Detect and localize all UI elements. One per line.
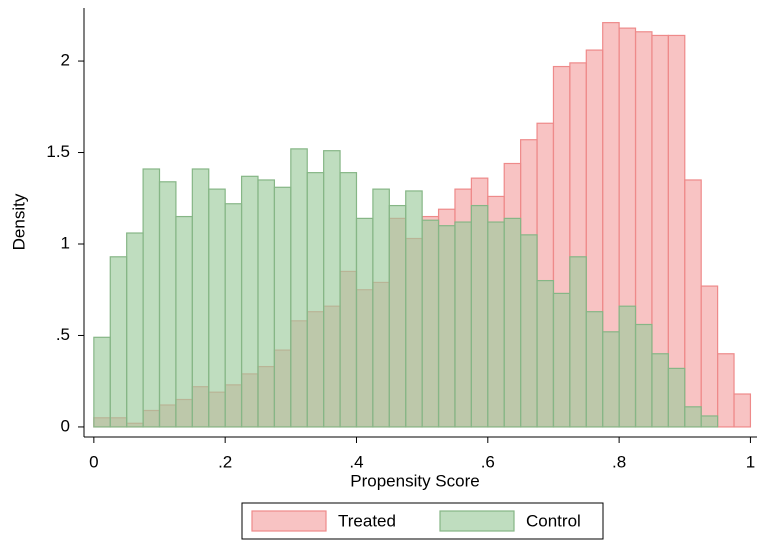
x-tick-label: 1 (746, 452, 755, 471)
bar (733, 393, 752, 428)
bar (536, 279, 555, 428)
bar (470, 204, 489, 428)
bar (372, 188, 390, 428)
x-tick-label: 0 (89, 452, 98, 471)
bar (634, 323, 653, 428)
bar (405, 190, 423, 428)
bar (126, 232, 144, 428)
bar (191, 168, 210, 428)
x-tick-label: .8 (612, 452, 626, 471)
bar (175, 215, 193, 428)
legend-label: Treated (338, 511, 396, 530)
bar (552, 292, 571, 428)
bar (454, 221, 472, 428)
bar (618, 305, 637, 428)
y-axis-label: Density (9, 193, 28, 250)
bar (717, 353, 735, 428)
x-tick-label: .6 (481, 452, 495, 471)
bar (569, 256, 587, 428)
bar (290, 148, 308, 428)
bar (306, 172, 325, 428)
y-tick-label: 0 (61, 416, 70, 435)
y-tick-label: .5 (56, 325, 70, 344)
bar (684, 179, 702, 428)
bar (273, 186, 292, 428)
bar (487, 221, 505, 428)
bar (158, 181, 177, 428)
bar (93, 336, 111, 428)
x-axis-label: Propensity Score (350, 471, 479, 490)
x-tick-label: .4 (349, 452, 363, 471)
bar (700, 285, 719, 428)
bar (339, 172, 358, 428)
bar (684, 406, 702, 428)
bar (240, 175, 259, 428)
bar (520, 234, 538, 428)
bar (503, 217, 522, 428)
y-tick-label: 1 (61, 233, 70, 252)
bar (421, 219, 440, 428)
bar (700, 415, 719, 428)
bar (602, 331, 620, 428)
bar (257, 179, 276, 428)
legend-label: Control (526, 511, 581, 530)
bar (667, 367, 686, 428)
bar (437, 225, 456, 428)
bar (355, 217, 374, 428)
bar (224, 203, 243, 428)
legend-swatch (439, 510, 515, 532)
bar (142, 168, 161, 428)
legend-swatch (251, 510, 327, 532)
bar (109, 256, 128, 428)
x-tick-label: .2 (218, 452, 232, 471)
y-tick-label: 1.5 (46, 142, 70, 161)
bar (323, 150, 341, 428)
bar (208, 188, 226, 428)
bar (651, 353, 669, 428)
bar (585, 311, 604, 428)
bar (388, 204, 407, 428)
y-tick-label: 2 (61, 51, 70, 70)
